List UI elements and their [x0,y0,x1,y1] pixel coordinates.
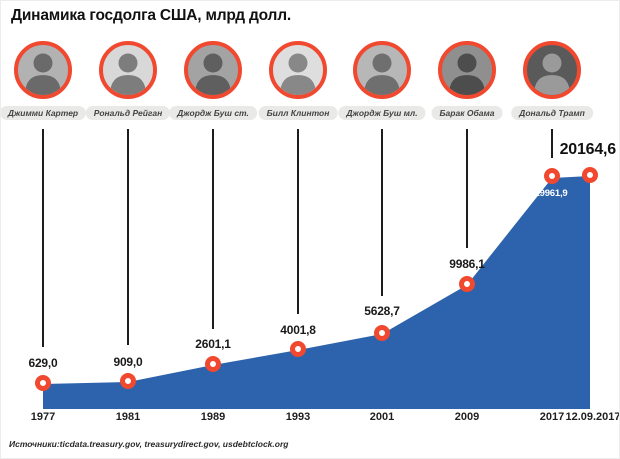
president-portrait-bush-jr [353,41,411,99]
year-label: 2009 [454,411,480,423]
year-label: 1989 [200,411,226,423]
debt-value-label: 19961,9 [534,188,568,199]
leader-line [466,129,468,248]
data-point-marker [205,356,221,372]
debt-value-label: 629,0 [28,356,58,370]
source-note: Источники:ticdata.treasury.gov, treasury… [9,439,289,449]
latest-date-label: 12.09.2017 [565,411,620,423]
president-portrait-trump [523,41,581,99]
president-name-label: Билл Клинтон [258,106,338,120]
chart-area-polygon [43,176,590,409]
president-name-label: Джимми Картер [1,106,87,120]
data-point-marker [459,276,475,292]
year-label: 2017 [539,411,565,423]
president-portrait-obama [438,41,496,99]
leader-line [42,129,44,347]
data-point-marker [35,375,51,391]
president-portrait-carter [14,41,72,99]
year-label: 2001 [369,411,395,423]
person-silhouette-icon [280,53,316,95]
data-point-marker [290,341,306,357]
leader-line [127,129,129,345]
data-point-marker [374,325,390,341]
debt-value-label: 5628,7 [364,304,400,318]
debt-value-label: 4001,8 [280,323,316,337]
person-silhouette-icon [449,53,485,95]
person-silhouette-icon [195,53,231,95]
year-label: 1993 [285,411,311,423]
president-portrait-reagan [99,41,157,99]
data-point-marker [544,168,560,184]
year-label: 1977 [30,411,56,423]
president-portrait-bush-sr [184,41,242,99]
data-point-marker [120,373,136,389]
person-silhouette-icon [110,53,146,95]
person-silhouette-icon [364,53,400,95]
latest-value-label: 20164,6 [559,141,617,158]
year-label: 1981 [115,411,141,423]
data-point-marker-latest [582,167,598,183]
president-name-label: Барак Обама [431,106,503,120]
president-name-label: Рональд Рейган [85,106,171,120]
debt-value-label: 2601,1 [195,337,231,351]
person-silhouette-icon [534,53,570,95]
leader-line [297,129,299,314]
leader-line [551,129,553,158]
leader-line [381,129,383,296]
chart-title: Динамика госдолга США, млрд долл. [11,7,291,24]
debt-value-label: 909,0 [113,355,143,369]
debt-value-label: 9986,1 [449,257,485,271]
person-silhouette-icon [25,53,61,95]
president-name-label: Дональд Трамп [511,106,593,120]
president-name-label: Джордж Буш ст. [169,106,257,120]
president-portrait-clinton [269,41,327,99]
president-name-label: Джордж Буш мл. [338,106,426,120]
leader-line [212,129,214,329]
